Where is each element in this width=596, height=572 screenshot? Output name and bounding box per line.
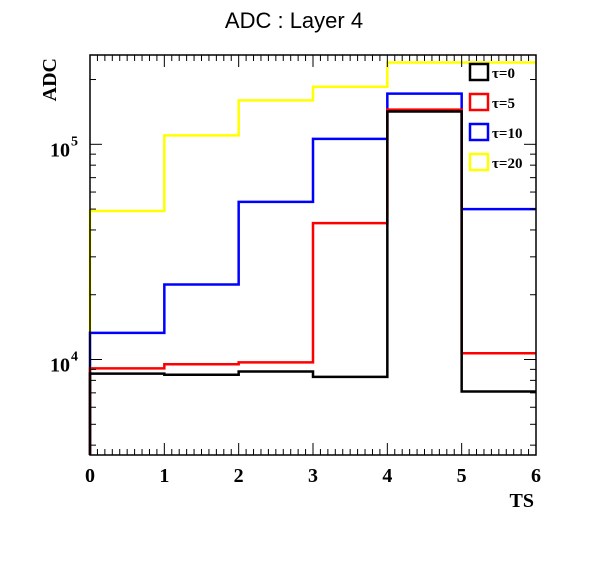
x-tick-label: 2 [234,465,244,487]
x-tick-label: 3 [308,465,318,487]
legend-label: τ=20 [492,156,522,172]
y-tick-label-base: 10 [50,355,70,377]
y-tick-label-exponent: 5 [71,134,78,149]
legend-swatch [468,62,490,82]
legend-swatch [468,92,490,112]
legend-entry: τ=5 [468,92,515,112]
x-tick-label: 6 [531,465,541,487]
y-tick-label: 10 4 [50,350,78,377]
y-tick-label: 10 5 [50,134,78,161]
x-axis-label: TS [510,490,534,512]
plot-area [88,54,537,456]
legend-entry: τ=10 [468,122,522,142]
x-tick-labels: 0 1 2 3 4 5 6 [85,465,541,487]
x-tick-label: 0 [85,465,95,487]
legend: τ=0 τ=5 τ=10 τ=20 [468,62,522,172]
y-tick-label-exponent: 4 [71,350,78,365]
legend-entry: τ=0 [468,62,515,82]
chart-title: ADC : Layer 4 [225,8,363,33]
legend-swatch [468,122,490,142]
legend-label: τ=10 [492,126,522,142]
series-line-tau-20 [88,61,536,455]
legend-entry: τ=20 [468,152,522,172]
x-tick-label: 4 [382,465,392,487]
x-tick-label: 5 [457,465,467,487]
y-axis-label: ADC [39,58,61,101]
series-line-tau-0 [88,110,536,455]
plot-frame [89,54,537,456]
legend-swatch [468,152,490,172]
x-tick-label: 1 [159,465,169,487]
series-layer [88,61,536,455]
legend-label: τ=0 [492,66,515,82]
series-line-tau-10 [88,92,536,455]
ticks-layer [90,55,536,455]
series-line-tau-5 [88,108,536,455]
y-tick-label-base: 10 [50,139,70,161]
legend-label: τ=5 [492,96,515,112]
